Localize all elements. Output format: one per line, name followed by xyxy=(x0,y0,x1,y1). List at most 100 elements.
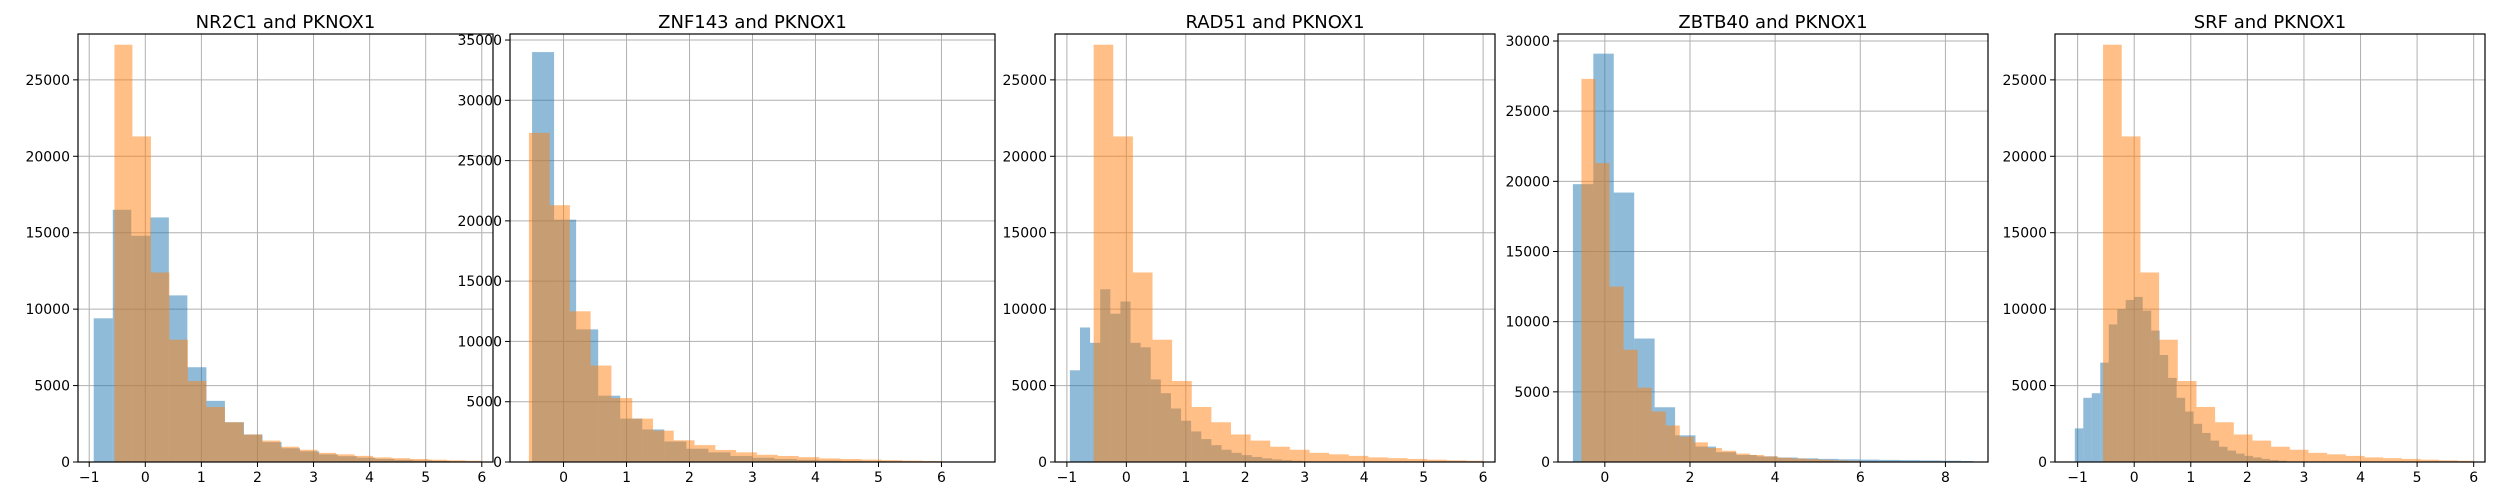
histogram-bar xyxy=(391,458,410,462)
histogram-bar xyxy=(2308,452,2328,462)
histogram-bar xyxy=(1329,454,1349,462)
histogram-bar xyxy=(2140,272,2160,462)
histogram-bar xyxy=(1231,434,1251,462)
panel-title: ZNF143 and PKNOX1 xyxy=(658,12,847,33)
histogram-bar xyxy=(1820,459,1835,462)
histogram-bar xyxy=(1368,457,1388,462)
y-tick-label: 25000 xyxy=(2002,73,2047,89)
panel-title: RAD51 and PKNOX1 xyxy=(1185,12,1364,33)
x-tick-label: 6 xyxy=(1479,470,1488,486)
histogram-bar xyxy=(1427,459,1447,462)
histogram-bar xyxy=(1778,457,1793,462)
histogram-bar xyxy=(1735,453,1751,462)
histogram-bar xyxy=(632,418,653,462)
histogram-bar xyxy=(1665,425,1680,462)
y-tick-label: 10000 xyxy=(1002,302,1047,318)
histogram-bar xyxy=(2233,434,2253,462)
panel-5: SRF and PKNOX1 −1 0 1 2 3 4 5 6 0 5000 10000 15000 2… xyxy=(2002,12,2486,486)
y-tick-label: 20000 xyxy=(1002,149,1047,165)
histogram-bar xyxy=(465,460,482,462)
histogram-bar xyxy=(1750,454,1765,462)
histogram-bar xyxy=(335,454,355,462)
y-tick-label: 20000 xyxy=(2002,149,2047,165)
histogram-bar xyxy=(2252,440,2272,462)
x-tick-label: 5 xyxy=(1419,470,1428,486)
histogram-bar xyxy=(1693,442,1708,462)
histogram-bar xyxy=(2401,458,2421,462)
histogram-bar xyxy=(224,422,244,462)
panel-title: ZBTB40 and PKNOX1 xyxy=(1678,12,1867,33)
histogram-bar xyxy=(756,454,778,462)
y-tick-label: 20000 xyxy=(25,149,70,165)
histogram-bar xyxy=(1152,339,1173,462)
histogram-bar xyxy=(902,460,924,462)
y-tick-label: 5000 xyxy=(466,395,502,411)
x-tick-label: 3 xyxy=(2299,470,2308,486)
x-tick-label: 1 xyxy=(1181,470,1190,486)
histogram-bar xyxy=(1707,447,1722,462)
histogram-bar xyxy=(1093,44,1114,462)
histogram-bar xyxy=(1940,460,1962,462)
histogram-bar xyxy=(2271,446,2290,462)
histogram-bar xyxy=(1309,452,1330,462)
x-tick-label: 2 xyxy=(1686,470,1695,486)
histogram-bar xyxy=(243,434,262,462)
histogram-bar xyxy=(2457,460,2474,462)
histogram-bar xyxy=(1679,436,1694,462)
histogram-bar xyxy=(1899,460,1921,462)
y-tick-label: 5000 xyxy=(34,379,70,395)
x-tick-label: 4 xyxy=(811,470,820,486)
histogram-bar xyxy=(1069,370,1080,462)
histogram-bar xyxy=(317,452,336,462)
axes-frame xyxy=(77,33,494,463)
histogram-bar xyxy=(428,459,448,462)
histogram-bar xyxy=(150,272,170,462)
histogram-bar xyxy=(798,457,820,462)
x-tick-label: 0 xyxy=(559,470,568,486)
histogram-bar xyxy=(736,452,757,462)
x-tick-label: 1 xyxy=(2186,470,2195,486)
histogram-bar xyxy=(1879,459,1900,462)
histogram-bar xyxy=(819,458,841,462)
histogram-bar xyxy=(1764,456,1779,462)
histogram-bar xyxy=(694,445,716,462)
y-tick-label: 25000 xyxy=(457,154,502,170)
panel-title: NR2C1 and PKNOX1 xyxy=(196,12,376,33)
histogram-bar xyxy=(1348,455,1369,462)
y-tick-label: 5000 xyxy=(1514,385,1550,401)
y-tick-label: 30000 xyxy=(457,93,502,109)
x-tick-label: 6 xyxy=(2469,470,2478,486)
x-tick-label: 2 xyxy=(685,470,694,486)
histogram-bar xyxy=(114,44,133,462)
histogram-bar xyxy=(2083,397,2092,462)
y-tick-label: 25000 xyxy=(25,73,70,89)
histogram-bar xyxy=(2289,449,2309,462)
histogram-bar xyxy=(169,339,188,462)
histogram-bar xyxy=(673,440,695,462)
histogram-bar xyxy=(1446,460,1467,462)
x-tick-label: 0 xyxy=(2130,470,2139,486)
histogram-bar xyxy=(611,398,633,462)
panel-1: NR2C1 and PKNOX1 −1 0 1 2 3 4 5 6 0 5000 10000 1500… xyxy=(25,12,494,486)
histogram-bar xyxy=(2103,44,2122,462)
histogram-bar xyxy=(840,458,861,462)
histogram-bar xyxy=(187,380,207,462)
histogram-bar xyxy=(447,460,466,462)
y-tick-label: 0 xyxy=(1541,455,1550,471)
y-tick-label: 10000 xyxy=(457,334,502,350)
y-tick-label: 25000 xyxy=(1505,104,1550,120)
histogram-bar xyxy=(1637,387,1652,462)
y-tick-label: 15000 xyxy=(25,226,70,242)
y-tick-label: 0 xyxy=(2038,455,2047,471)
y-tick-label: 35000 xyxy=(457,33,502,49)
histogram-bar xyxy=(2383,458,2402,462)
histogram-bar xyxy=(2420,459,2440,462)
histogram-bar xyxy=(2074,428,2084,462)
histogram-bar xyxy=(261,440,281,462)
histogram-bar xyxy=(1609,286,1624,462)
y-tick-label: 20000 xyxy=(1505,174,1550,190)
histogram-bar xyxy=(2177,380,2197,462)
x-tick-label: −1 xyxy=(2067,470,2088,486)
x-tick-label: 8 xyxy=(1941,470,1950,486)
